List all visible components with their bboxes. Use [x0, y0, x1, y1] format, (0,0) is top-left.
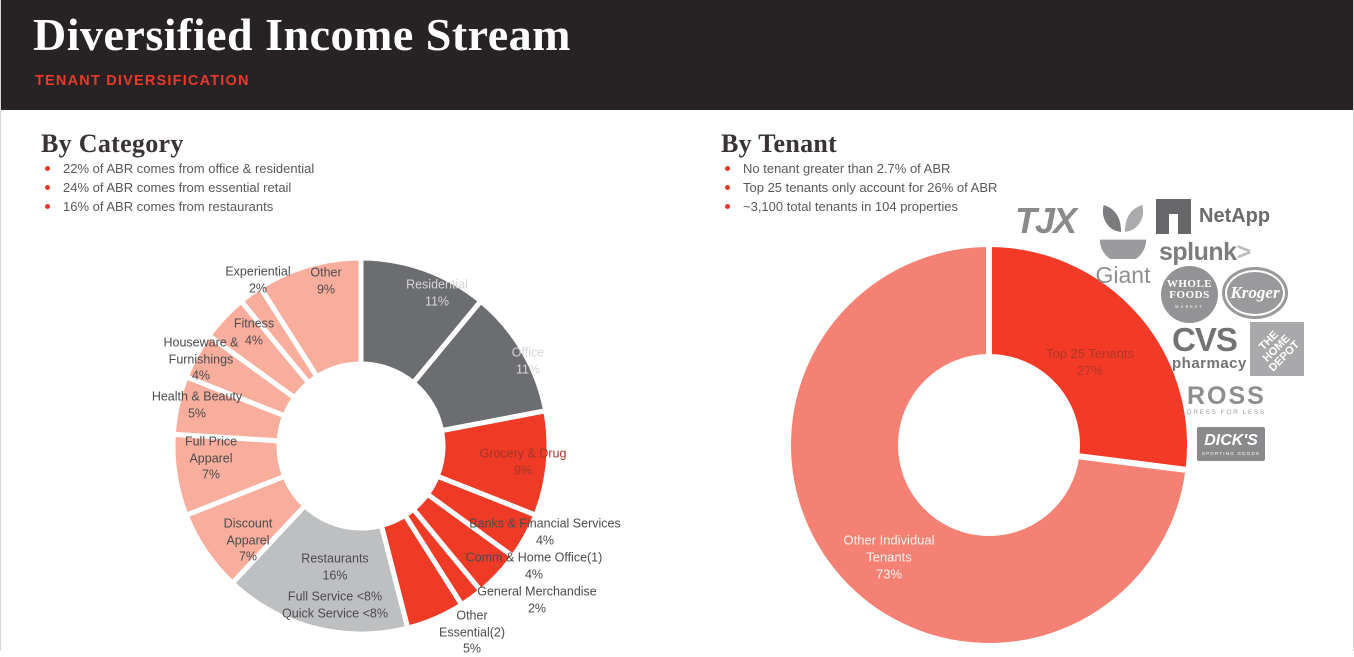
label-grocery-drug: Grocery & Drug 9% — [479, 446, 567, 478]
label-discount-apparel: Discount Apparel 7% — [223, 516, 273, 564]
splunk-logo: splunk> — [1159, 238, 1251, 267]
bullet-item: 24% of ABR comes from essential retail — [45, 179, 314, 198]
netapp-logo: NetApp — [1156, 199, 1270, 234]
by-tenant-heading: By Tenant — [721, 129, 838, 158]
bullet-item: ~3,100 total tenants in 104 properties — [725, 198, 997, 217]
label-other-individual-tenants: Other Individual Tenants 73% — [843, 532, 935, 582]
label-office: Office 11% — [511, 345, 545, 377]
by-category-donut-chart: Residential 11% Office 11% Grocery & Drug 9% B… — [131, 235, 711, 655]
whole-foods-circle-icon: WHOLE FOODS MARKET — [1161, 266, 1218, 323]
ross-logo-text: ROSS — [1187, 382, 1266, 410]
bullet-dot-icon — [45, 166, 50, 171]
bullet-dot-icon — [725, 166, 730, 171]
bullet-dot-icon — [45, 185, 50, 190]
bullet-text: 16% of ABR comes from restaurants — [63, 199, 274, 214]
dicks-logo: DICK'S SPORTING GOODS — [1197, 427, 1265, 461]
label-residential: Residential 11% — [406, 277, 468, 309]
slice-other-individual-tenants — [785, 240, 1192, 649]
label-health-beauty: Health & Beauty 5% — [151, 389, 243, 421]
by-tenant-svg — [785, 240, 1193, 649]
label-top-25-tenants: Top 25 Tenants 27% — [1046, 345, 1134, 378]
cvs-pharmacy-text: pharmacy — [1172, 355, 1247, 372]
kroger-oval-icon: Kroger — [1222, 267, 1288, 319]
cvs-logo-text: CVS — [1172, 321, 1238, 358]
bullet-item: Top 25 tenants only account for 26% of A… — [725, 179, 997, 198]
home-depot-square-icon: THE HOME DEPOT — [1250, 322, 1304, 376]
by-tenant-bullets: No tenant greater than 2.7% of ABR Top 2… — [725, 160, 997, 217]
by-category-bullets: 22% of ABR comes from office & residenti… — [45, 160, 314, 217]
page-subtitle: TENANT DIVERSIFICATION — [35, 73, 250, 89]
tjx-logo-text: TJX — [1015, 200, 1077, 241]
dicks-box-icon: DICK'S SPORTING GOODS — [1197, 427, 1265, 461]
giant-logo-text: Giant — [1095, 262, 1151, 288]
bullet-dot-icon — [725, 185, 730, 190]
label-houseware-furnishings: Houseware & Furnishings 4% — [163, 335, 239, 383]
by-category-svg — [170, 255, 552, 637]
bullet-item: 16% of ABR comes from restaurants — [45, 198, 314, 217]
bullet-text: 24% of ABR comes from essential retail — [63, 180, 292, 195]
whole-foods-logo: WHOLE FOODS MARKET — [1161, 266, 1218, 323]
slice-other — [256, 255, 364, 381]
netapp-square-icon — [1156, 199, 1191, 234]
netapp-logo-text: NetApp — [1199, 205, 1271, 227]
bullet-dot-icon — [45, 204, 50, 209]
bullet-text: No tenant greater than 2.7% of ABR — [743, 161, 951, 176]
by-tenant-donut-chart: Top 25 Tenants 27% Other Individual Tenants… — [741, 240, 1311, 651]
label-other-essential-2: Other Essential(2) 5% — [439, 608, 505, 656]
label-fitness: Fitness 4% — [233, 316, 275, 348]
page-title: Diversified Income Stream — [33, 9, 571, 60]
bullet-item: No tenant greater than 2.7% of ABR — [725, 160, 997, 179]
splunk-logo-text: splunk — [1159, 238, 1237, 266]
bullet-text: Top 25 tenants only account for 26% of A… — [743, 180, 998, 195]
slice-top-25-tenants — [986, 240, 1193, 474]
bullet-item: 22% of ABR comes from office & residenti… — [45, 160, 314, 179]
label-banks-financial-services: Banks & Financial Services 4% — [469, 516, 621, 548]
splunk-chevron-icon: > — [1236, 238, 1252, 266]
cvs-logo: CVS pharmacy — [1172, 321, 1247, 372]
label-general-merchandise: General Merchandise 2% — [477, 584, 597, 616]
giant-logo: Giant — [1091, 203, 1155, 289]
label-comm-home-office-1: Comm & Home Office(1) 4% — [465, 550, 603, 582]
slide-header: Diversified Income Stream TENANT DIVERSI… — [1, 0, 1353, 110]
label-full-price-apparel: Full Price Apparel 7% — [184, 434, 238, 482]
kroger-logo: Kroger — [1222, 267, 1288, 319]
ross-logo: ROSS DRESS FOR LESS — [1187, 382, 1266, 417]
tjx-logo: TJX — [1015, 200, 1077, 242]
label-restaurants: Restaurants 16% Full Service <8% Quick Serv… — [282, 551, 388, 621]
bullet-text: ~3,100 total tenants in 104 properties — [743, 199, 959, 214]
home-depot-logo: THE HOME DEPOT — [1250, 322, 1304, 376]
by-category-heading: By Category — [41, 129, 184, 158]
bullet-text: 22% of ABR comes from office & residenti… — [63, 161, 315, 176]
ross-tagline-text: DRESS FOR LESS — [1187, 409, 1266, 416]
giant-leaf-icon — [1099, 204, 1147, 263]
label-experiential: Experiential 2% — [225, 264, 291, 296]
label-other: Other 9% — [310, 265, 342, 297]
bullet-dot-icon — [725, 204, 730, 209]
